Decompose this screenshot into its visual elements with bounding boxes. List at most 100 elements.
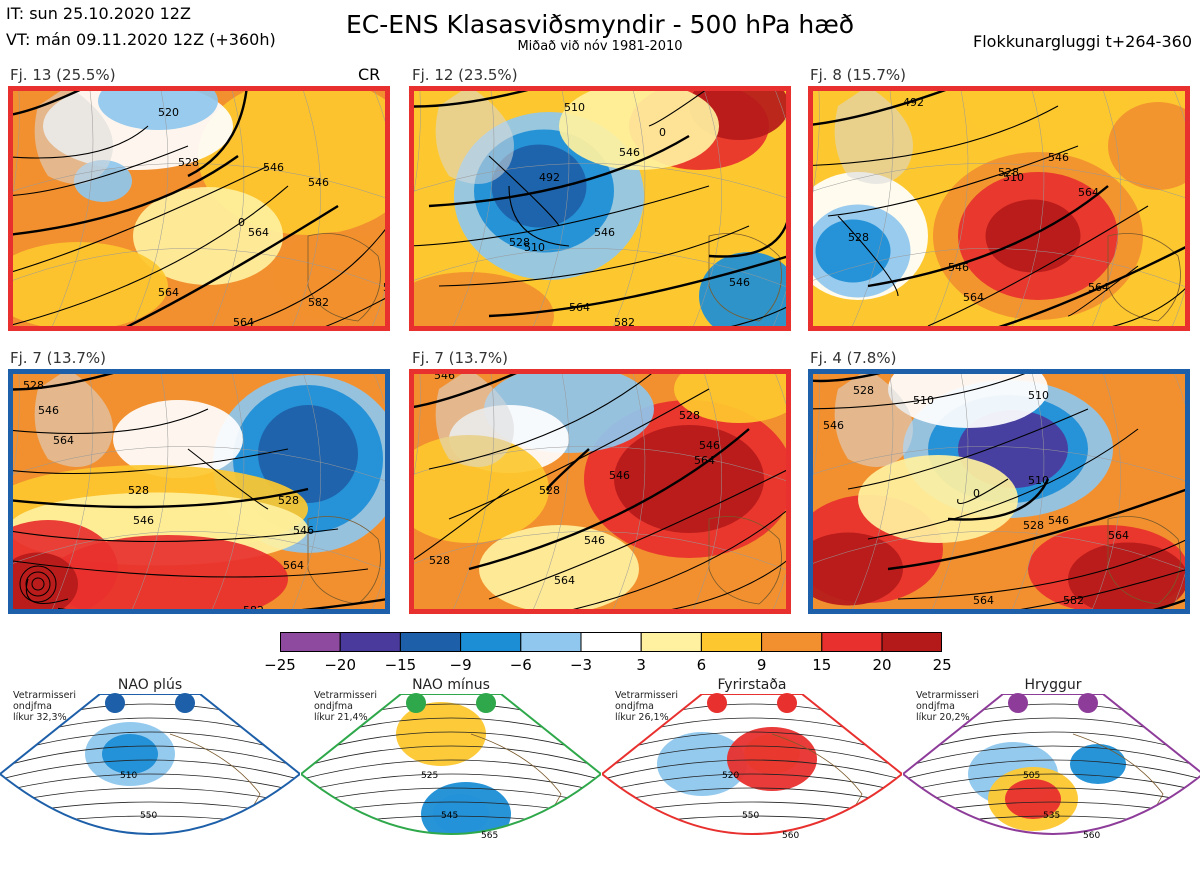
regime-note: líkur 20,2%: [916, 712, 970, 723]
colorbar-tick-label: −9: [449, 656, 472, 674]
contour-label: 510: [1003, 171, 1024, 184]
contour-label: 510: [1028, 389, 1049, 402]
colorbar-tick-label: −3: [569, 656, 593, 674]
colorbar-swatch: [399, 632, 462, 652]
regime-contour-label: 550: [742, 811, 759, 821]
contour-label: 492: [539, 171, 560, 184]
contour-label: 528: [429, 554, 450, 567]
contour-label: 564: [1108, 529, 1129, 542]
contour-label: 546: [948, 261, 969, 274]
contour-label: 546: [584, 534, 605, 547]
regime-contour-label: 535: [1043, 811, 1060, 821]
cluster-map-6: 528 510 546 510 0 510 528 546 564 564 582: [808, 369, 1190, 614]
colorbar-tick-label: 6: [696, 656, 707, 674]
contour-label: 528: [848, 231, 869, 244]
regime-map: 505 535 560: [903, 694, 1200, 841]
regime-indicator-dots: [105, 693, 195, 713]
contour-label: 510: [1028, 474, 1049, 487]
contour-label: 546: [293, 524, 314, 537]
colorbar-swatch: [761, 632, 823, 652]
regime-note: ondjfma: [615, 701, 654, 712]
contour-label: 564: [233, 316, 254, 329]
cluster-map-4: 528 546 564 528 546 528 546 564 582: [8, 369, 390, 614]
contour-label: 546: [1048, 151, 1069, 164]
panel-label-2: Fj. 12 (23.5%): [412, 66, 518, 84]
contour-label: 582: [1063, 594, 1084, 607]
anomaly-colorbar: [280, 632, 942, 652]
contour-label: 520: [158, 106, 179, 119]
regime-note: Vetrarmisseri: [615, 690, 678, 701]
regime-note: ondjfma: [13, 701, 52, 712]
page-title: EC-ENS Klasasviðsmyndir - 500 hPa hæð: [345, 10, 855, 39]
contour-label: 528: [178, 156, 199, 169]
contour-label: 546: [729, 276, 750, 289]
regime-title: Fyrirstaða: [717, 677, 787, 693]
contour-label: 546: [1048, 514, 1069, 527]
contour-label: 564: [53, 434, 74, 447]
contour-label: 564: [554, 574, 575, 587]
contour-label: 582: [308, 296, 329, 309]
contour-label: 528: [998, 166, 1019, 179]
contour-label: 510: [913, 394, 934, 407]
contour-label: 564: [283, 559, 304, 572]
contour-label: 546: [594, 226, 615, 239]
regime-indicator-dots: [406, 693, 496, 713]
contour-label: 528: [128, 484, 149, 497]
contour-label: 546: [38, 404, 59, 417]
regime-indicator-dots: [707, 693, 797, 713]
contour-label: 510: [524, 241, 545, 254]
page-subtitle: Miðað við nóv 1981-2010: [517, 39, 683, 54]
regime-map: 510 550: [0, 694, 300, 835]
contour-label: 546: [308, 176, 329, 189]
cluster-map-5: 546 528 546 528 546 564 546 564 528: [409, 369, 791, 614]
contour-label: 564: [973, 594, 994, 607]
colorbar-swatch: [821, 632, 883, 652]
colorbar-tick-label: 25: [932, 656, 952, 674]
regime-note: líkur 32,3%: [13, 712, 67, 723]
contour-label: 492: [903, 96, 924, 109]
contour-label: 0: [238, 216, 245, 229]
contour-label: 564: [158, 286, 179, 299]
regime-contour-label: 520: [722, 771, 739, 781]
regime-contour-label: 550: [140, 811, 157, 821]
contour-label: 582: [614, 316, 635, 329]
colorbar-tick-label: −15: [384, 656, 417, 674]
regime-contour-label: 560: [1083, 831, 1100, 841]
colorbar-swatch: [520, 632, 582, 652]
contour-label: 528: [539, 484, 560, 497]
regime-title: NAO plús: [117, 677, 183, 693]
contour-label: 528: [278, 494, 299, 507]
regime-note: Vetrarmisseri: [916, 690, 979, 701]
contour-label: 0: [659, 126, 666, 139]
contour-label: 546: [823, 419, 844, 432]
regime-map: 520 550 560: [602, 694, 902, 841]
panel-label-6: Fj. 4 (7.8%): [810, 349, 897, 367]
central-representative-tag: CR: [358, 65, 381, 84]
contour-label: 546: [263, 161, 284, 174]
valid-time: VT: mán 09.11.2020 12Z (+360h): [6, 30, 276, 49]
colorbar-tick-label: −25: [264, 656, 296, 674]
regime-indicator-dots: [1008, 693, 1098, 713]
regime-note: ondjfma: [916, 701, 955, 712]
regime-note: ondjfma: [314, 701, 353, 712]
contour-label: 510: [564, 101, 585, 114]
colorbar-swatch: [460, 632, 522, 652]
contour-label: 528: [509, 236, 530, 249]
contour-label: 528: [679, 409, 700, 422]
contour-label: 546: [699, 439, 720, 452]
cluster-map-3: 492 510 528 546 564 528 546 564 564: [808, 86, 1190, 331]
colorbar-tick-label: 20: [872, 656, 892, 674]
regime-title: NAO mínus: [412, 677, 490, 693]
colorbar-swatch: [280, 632, 341, 652]
colorbar-swatch: [700, 632, 763, 652]
contour-label: 564: [248, 226, 269, 239]
cluster-map-2: 510 492 546 528 510 546 564 582 0 546: [409, 86, 791, 331]
regime-contour-label: 545: [441, 811, 458, 821]
contour-label: 564: [1078, 186, 1099, 199]
regime-title: Hryggur: [1024, 677, 1082, 693]
contour-label: 528: [1023, 519, 1044, 532]
colorbar-swatch: [640, 632, 702, 652]
regime-contour-label: 510: [120, 771, 137, 781]
regime-note: líkur 21,4%: [314, 712, 368, 723]
colorbar-tick-label: 15: [812, 656, 832, 674]
